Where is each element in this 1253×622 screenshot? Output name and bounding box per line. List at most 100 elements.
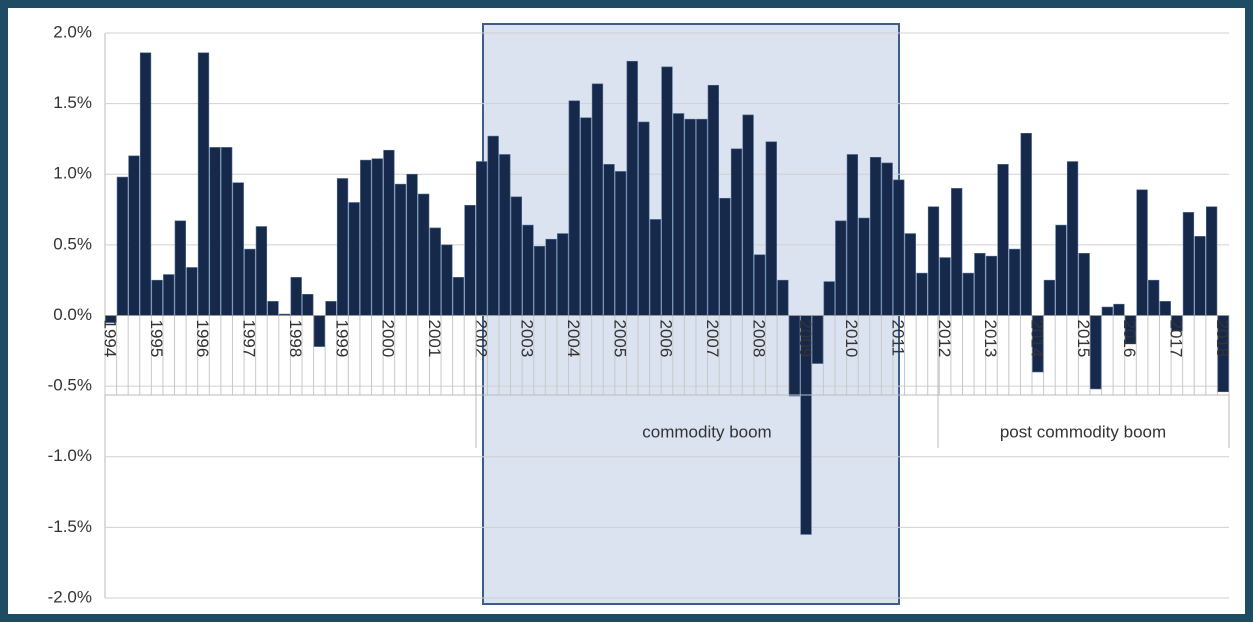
bar [869, 157, 882, 316]
bar [846, 154, 859, 316]
bar [221, 147, 233, 316]
bar [916, 272, 928, 316]
x-tick-label: 2016 [1120, 320, 1139, 358]
bar [1020, 132, 1032, 316]
annotation: post commodity boom [1000, 422, 1166, 441]
x-tick-label: 1997 [240, 320, 259, 358]
bar [464, 205, 476, 316]
bar [719, 197, 731, 316]
x-tick-label: 2003 [518, 320, 537, 358]
bar [962, 272, 974, 316]
bar [580, 117, 592, 316]
bar [313, 315, 326, 347]
bar [927, 206, 940, 316]
bar [1066, 161, 1079, 316]
bar [1055, 224, 1067, 316]
bar [348, 202, 360, 316]
bar [974, 253, 986, 316]
bar [557, 233, 569, 316]
bar [997, 164, 1009, 316]
bar [1182, 212, 1195, 316]
x-tick-label: 2001 [425, 320, 444, 358]
y-tick-label: 1.0% [53, 164, 92, 183]
bar [591, 83, 604, 316]
bar [1101, 306, 1113, 316]
bar [568, 100, 580, 316]
bar [1008, 248, 1021, 316]
bar [707, 84, 719, 316]
x-tick-label: 2002 [471, 320, 490, 358]
bar [429, 227, 441, 316]
bar [406, 173, 418, 316]
bar [1194, 236, 1206, 316]
y-tick-label: 0.0% [53, 305, 92, 324]
bar [487, 135, 499, 316]
bar [603, 164, 615, 316]
bar [371, 158, 383, 316]
bar [510, 196, 522, 316]
bar [336, 178, 349, 316]
bar [197, 52, 210, 316]
bar [881, 162, 893, 316]
x-tick-label: 2008 [749, 320, 768, 358]
x-tick-label: 2015 [1074, 320, 1093, 358]
bar [638, 121, 650, 316]
annotation: commodity boom [642, 422, 771, 441]
x-tick-label: 2005 [610, 320, 629, 358]
bar [812, 315, 824, 364]
bar [951, 188, 963, 316]
x-tick-label: 1995 [147, 320, 166, 358]
bar [649, 219, 662, 316]
bar [209, 147, 221, 316]
bar [696, 118, 708, 316]
bar [661, 66, 673, 316]
x-tick-label: 1999 [332, 320, 351, 358]
y-tick-label: 1.5% [53, 93, 92, 112]
bar [1090, 315, 1102, 390]
bar [475, 161, 488, 316]
bar [128, 155, 140, 316]
bar [533, 245, 546, 316]
bar [1113, 303, 1125, 316]
bar [232, 182, 244, 316]
x-tick-label: 2013 [981, 320, 1000, 358]
y-tick-label: 2.0% [53, 22, 92, 41]
bar [244, 248, 256, 316]
x-tick-label: 2004 [564, 320, 583, 358]
x-tick-label: 1994 [101, 320, 120, 358]
bar [1159, 301, 1171, 316]
x-tick-label: 2014 [1028, 320, 1047, 358]
x-tick-label: 2009 [796, 320, 815, 358]
bar [255, 226, 268, 316]
x-tick-label: 2012 [935, 320, 954, 358]
bar [823, 281, 835, 316]
bar [151, 279, 163, 316]
bar [418, 193, 430, 316]
bar [893, 179, 905, 316]
bar [163, 274, 175, 316]
bar [835, 220, 847, 316]
bar [742, 114, 754, 316]
x-tick-label: 1998 [286, 320, 305, 358]
bar [626, 60, 638, 316]
bar [672, 113, 685, 316]
bar [1205, 206, 1218, 316]
bar [360, 159, 372, 316]
bar [302, 294, 314, 316]
bar [939, 257, 951, 316]
y-tick-label: -1.0% [48, 446, 92, 465]
y-tick-label: -1.5% [48, 517, 92, 536]
y-tick-label: -2.0% [48, 587, 92, 606]
bar [383, 149, 395, 316]
y-tick-label: 0.5% [53, 234, 92, 253]
bar [441, 244, 453, 316]
x-tick-label: 2007 [703, 320, 722, 358]
x-tick-label: 2017 [1167, 320, 1186, 358]
bar [116, 176, 129, 316]
bar [267, 301, 279, 316]
bar [777, 279, 789, 316]
bar [452, 277, 465, 316]
x-tick-label: 2006 [657, 320, 676, 358]
x-tick-label: 2011 [888, 320, 907, 357]
